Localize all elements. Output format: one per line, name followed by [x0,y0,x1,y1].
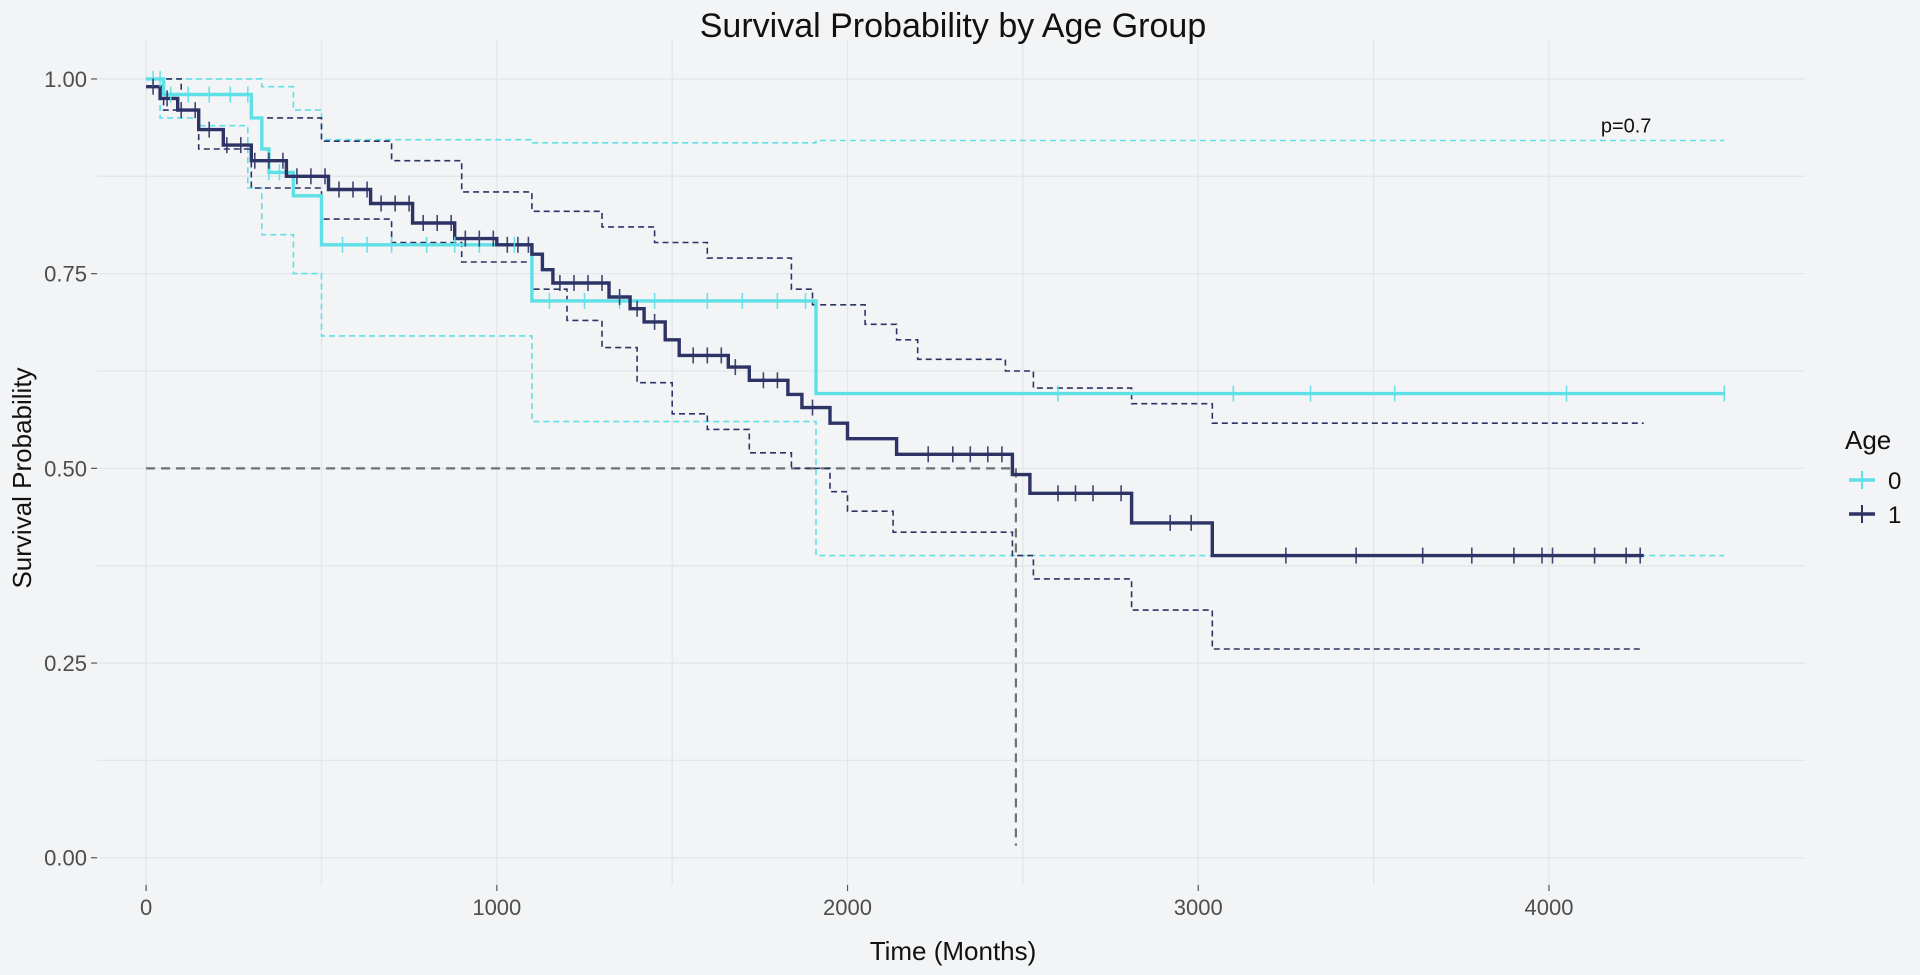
median-reference-lines [146,467,1017,846]
legend-title: Age [1845,425,1891,455]
censor-marks [152,70,1726,564]
y-tick-label: 0.25 [44,651,87,676]
x-axis-title: Time (Months) [870,936,1037,966]
x-tick-label: 2000 [823,895,872,920]
confidence-bands [146,78,1725,650]
ci-upper-group-1 [146,78,1644,424]
y-tick-label: 0.50 [44,456,87,481]
x-tick-label: 1000 [472,895,521,920]
y-tick-label: 0.00 [44,846,87,871]
x-tick-label: 4000 [1524,895,1573,920]
ci-lower-group-1 [146,85,1644,650]
survival-curves [146,77,1725,558]
axis-ticks: 0 1000 2000 3000 4000 0.00 0.25 0.50 0.75 1.00 [44,67,1573,920]
legend-keys: 01 [1849,468,1901,529]
y-tick-label: 1.00 [44,67,87,92]
legend: Age 01 [1845,425,1901,529]
legend-label-group-1: 1 [1888,502,1901,529]
y-axis-title: Survival Probability [7,367,37,588]
ci-lower-group-0 [146,78,1725,557]
y-tick-label: 0.75 [44,262,87,287]
grid-lines [97,40,1805,885]
legend-label-group-0: 0 [1888,468,1901,495]
survival-curve-group-0 [146,77,1725,396]
p-value-annotation: p=0.7 [1601,116,1652,138]
chart-title: Survival Probability by Age Group [700,7,1206,45]
ci-upper-group-0 [146,78,1725,144]
x-tick-label: 3000 [1174,895,1223,920]
x-tick-label: 0 [140,895,152,920]
survival-curve-group-1 [146,85,1644,558]
